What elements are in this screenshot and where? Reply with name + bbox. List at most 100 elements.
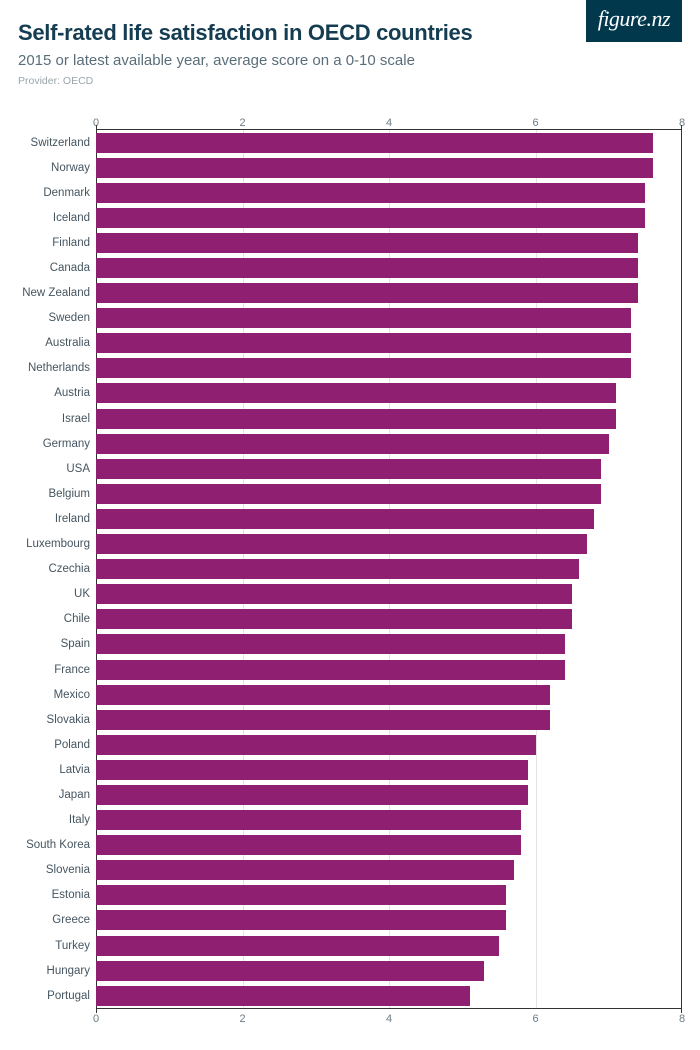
- bar: [96, 484, 601, 504]
- bar-label: Estonia: [18, 889, 96, 901]
- bar-row: South Korea: [96, 833, 682, 858]
- bar-label: Luxembourg: [18, 538, 96, 550]
- bar-label: Switzerland: [18, 137, 96, 149]
- chart-header: figure.nz Self-rated life satisfaction i…: [0, 0, 700, 95]
- bar: [96, 208, 645, 228]
- bar-label: Germany: [18, 438, 96, 450]
- bar-label: Czechia: [18, 563, 96, 575]
- bar-label: France: [18, 664, 96, 676]
- x-axis-tick: 6: [532, 117, 538, 129]
- bar: [96, 584, 572, 604]
- bar-label: Latvia: [18, 764, 96, 776]
- bar-label: Ireland: [18, 513, 96, 525]
- bar: [96, 710, 550, 730]
- bar-row: Mexico: [96, 682, 682, 707]
- bar-row: Hungary: [96, 958, 682, 983]
- bar-row: Greece: [96, 908, 682, 933]
- chart-subtitle: 2015 or latest available year, average s…: [18, 52, 682, 69]
- bar: [96, 559, 579, 579]
- bar: [96, 133, 653, 153]
- figurenz-logo: figure.nz: [586, 0, 682, 42]
- bar-label: Poland: [18, 739, 96, 751]
- bar: [96, 936, 499, 956]
- bar-label: Spain: [18, 638, 96, 650]
- bar: [96, 409, 616, 429]
- bar: [96, 283, 638, 303]
- bar: [96, 961, 484, 981]
- bar-row: Germany: [96, 431, 682, 456]
- bar: [96, 660, 565, 680]
- bar-row: Turkey: [96, 933, 682, 958]
- bar: [96, 885, 506, 905]
- bar-label: Chile: [18, 613, 96, 625]
- bar-label: Japan: [18, 789, 96, 801]
- bar-row: Japan: [96, 782, 682, 807]
- bar: [96, 609, 572, 629]
- bar: [96, 258, 638, 278]
- bar-label: Iceland: [18, 212, 96, 224]
- bar-label: Greece: [18, 914, 96, 926]
- x-axis-tick: 6: [532, 1013, 538, 1025]
- bar-label: Canada: [18, 262, 96, 274]
- bar-label: Austria: [18, 387, 96, 399]
- bar: [96, 534, 587, 554]
- bar-label: Hungary: [18, 965, 96, 977]
- bar: [96, 835, 521, 855]
- x-axis-tick: 4: [386, 117, 392, 129]
- bar-row: Latvia: [96, 757, 682, 782]
- bar-label: South Korea: [18, 839, 96, 851]
- bar-label: Portugal: [18, 990, 96, 1002]
- bar: [96, 434, 609, 454]
- bar: [96, 459, 601, 479]
- bar: [96, 810, 521, 830]
- bar-row: Estonia: [96, 883, 682, 908]
- bar: [96, 735, 536, 755]
- bar-row: Australia: [96, 331, 682, 356]
- x-axis-bottom: 02468: [96, 1013, 682, 1029]
- bar-row: Luxembourg: [96, 532, 682, 557]
- bar-row: USA: [96, 456, 682, 481]
- bar-row: Israel: [96, 406, 682, 431]
- bar-row: Czechia: [96, 557, 682, 582]
- plot-area: SwitzerlandNorwayDenmarkIcelandFinlandCa…: [96, 129, 682, 1009]
- bar-row: Portugal: [96, 983, 682, 1008]
- bar: [96, 358, 631, 378]
- bar-label: Slovakia: [18, 714, 96, 726]
- bar-row: Norway: [96, 155, 682, 180]
- bar-label: Italy: [18, 814, 96, 826]
- bar: [96, 860, 514, 880]
- bar: [96, 233, 638, 253]
- bar: [96, 986, 470, 1006]
- bar-row: Iceland: [96, 205, 682, 230]
- bar-row: Switzerland: [96, 130, 682, 155]
- bar: [96, 509, 594, 529]
- bar-row: Austria: [96, 381, 682, 406]
- bar-label: Sweden: [18, 312, 96, 324]
- bar-row: Netherlands: [96, 356, 682, 381]
- chart-title: Self-rated life satisfaction in OECD cou…: [18, 20, 682, 46]
- bar-label: Australia: [18, 337, 96, 349]
- bar-row: Spain: [96, 632, 682, 657]
- bar-row: Slovakia: [96, 707, 682, 732]
- bar-row: France: [96, 657, 682, 682]
- bar-row: Poland: [96, 732, 682, 757]
- bar: [96, 308, 631, 328]
- bar-label: Israel: [18, 413, 96, 425]
- bar-row: Finland: [96, 230, 682, 255]
- bar: [96, 785, 528, 805]
- bar-row: UK: [96, 582, 682, 607]
- bar: [96, 333, 631, 353]
- bar-label: UK: [18, 588, 96, 600]
- bar-row: Slovenia: [96, 858, 682, 883]
- bar-row: Denmark: [96, 180, 682, 205]
- x-axis-tick: 2: [239, 1013, 245, 1025]
- bar-label: New Zealand: [18, 287, 96, 299]
- bar-row: New Zealand: [96, 281, 682, 306]
- bar-row: Ireland: [96, 506, 682, 531]
- bar-label: Mexico: [18, 689, 96, 701]
- x-axis-tick: 8: [679, 1013, 685, 1025]
- bar-row: Belgium: [96, 481, 682, 506]
- bar: [96, 183, 645, 203]
- bar-label: Turkey: [18, 940, 96, 952]
- x-axis-tick: 2: [239, 117, 245, 129]
